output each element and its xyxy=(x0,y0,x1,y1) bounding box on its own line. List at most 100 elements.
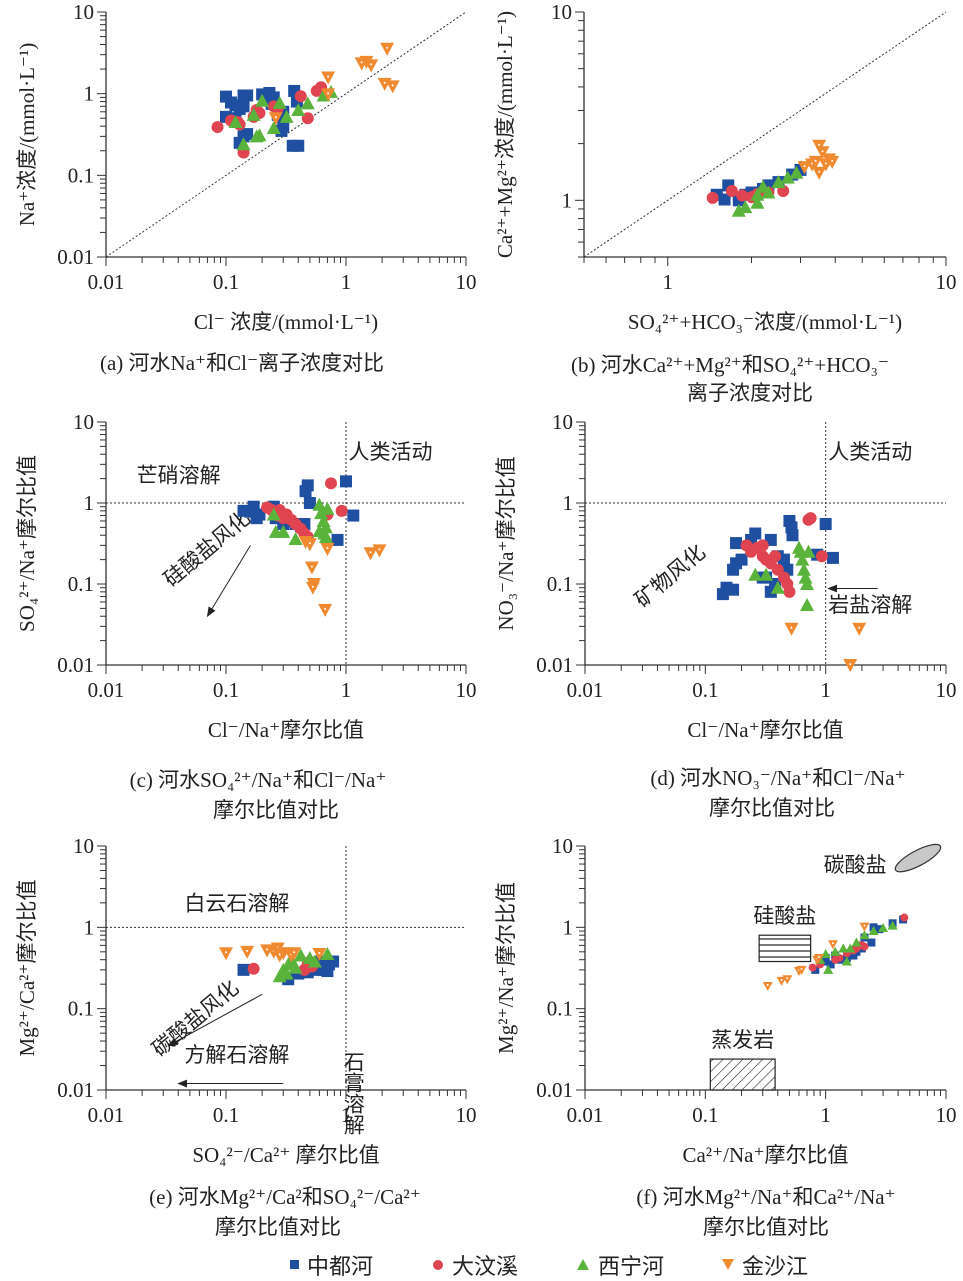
data-point-triangle-up xyxy=(288,960,303,974)
legend-marker-circle xyxy=(433,1260,443,1270)
data-point-triangle-up xyxy=(841,956,852,966)
data-point-triangle-down xyxy=(320,543,335,557)
data-point-triangle-up xyxy=(288,531,303,545)
data-point-triangle-down-dot xyxy=(378,548,381,551)
x-tick-label: 0.1 xyxy=(692,678,718,702)
x-tick-label: 0.01 xyxy=(567,1103,604,1127)
legend-label: 中都河 xyxy=(307,1254,373,1279)
data-point-triangle-down xyxy=(321,71,336,85)
x-axis-title: SO₄²⁺+HCO₃⁻浓度/(mmol·L⁻¹) xyxy=(628,310,902,334)
series-西宁河 xyxy=(266,497,335,545)
data-point-triangle-up xyxy=(293,948,308,962)
data-point-triangle-down-dot xyxy=(790,626,793,629)
data-point-triangle-up xyxy=(236,137,251,151)
data-point-triangle-down-dot xyxy=(274,116,277,119)
caption-e-line1: (e) 河水Mg²⁺/Ca²和SO₄²⁻/Ca²⁺ xyxy=(149,1185,421,1209)
x-tick-label: 10 xyxy=(936,678,957,702)
data-point-triangle-up xyxy=(279,966,294,980)
data-point-triangle-down-dot xyxy=(293,951,296,954)
y-tick-label: 0.1 xyxy=(547,997,573,1021)
region-label: 蒸发岩 xyxy=(711,1028,774,1052)
data-point-circle xyxy=(783,585,796,598)
data-point-square xyxy=(321,965,334,978)
data-point-square xyxy=(727,583,740,596)
legend-item-zhongduhe: 中都河 xyxy=(290,1254,373,1279)
series-西宁河 xyxy=(815,920,898,974)
data-point-triangle-down xyxy=(812,166,827,180)
data-point-triangle-up xyxy=(830,946,841,956)
data-point-triangle-up xyxy=(750,195,765,209)
x-tick-label: 0.1 xyxy=(213,1103,239,1127)
data-point-triangle-up xyxy=(255,93,270,107)
data-point-triangle-up xyxy=(798,570,813,584)
annotation-arrow xyxy=(167,993,263,1047)
x-axis-title: Cl⁻ 浓度/(mmol·L⁻¹) xyxy=(194,310,378,334)
caption-c-line2: 摩尔比值对比 xyxy=(213,798,339,822)
y-tick-label: 10 xyxy=(552,410,573,434)
data-point-triangle-down xyxy=(762,981,773,991)
data-point-triangle-down xyxy=(827,940,838,950)
data-point-triangle-down-dot xyxy=(225,951,227,954)
data-point-square xyxy=(241,89,254,102)
data-point-triangle-down-dot xyxy=(821,150,824,153)
y-tick-label: 1 xyxy=(563,915,574,939)
annotation-arrow xyxy=(206,545,251,618)
data-point-square xyxy=(718,193,731,206)
data-point-triangle-down-dot xyxy=(266,948,269,951)
caption-d-line2: 摩尔比值对比 xyxy=(709,796,835,820)
y-tick-label: 1 xyxy=(84,491,95,515)
caption-b-line2: 离子浓度对比 xyxy=(687,381,813,405)
data-point-triangle-down-dot xyxy=(766,983,769,986)
y-axis-title: Ca²⁺+Mg²⁺浓度/(mmol·L⁻¹) xyxy=(493,11,517,258)
data-point-triangle-up xyxy=(300,96,315,110)
data-point-triangle-down-dot xyxy=(246,949,249,952)
x-tick-label: 1 xyxy=(341,270,352,294)
data-point-circle xyxy=(804,512,817,525)
data-point-triangle-down-dot xyxy=(818,170,821,173)
data-point-triangle-down-dot xyxy=(383,81,386,84)
data-point-circle xyxy=(211,121,224,134)
data-point-triangle-down xyxy=(815,146,830,160)
x-axis-title: Ca²⁺/Na⁺摩尔比值 xyxy=(682,1143,848,1167)
data-point-triangle-up xyxy=(801,544,816,558)
data-point-square xyxy=(735,553,748,566)
legend-label: 大汶溪 xyxy=(452,1254,518,1279)
data-point-triangle-up xyxy=(838,943,849,953)
data-point-square xyxy=(875,925,884,934)
y-axis-title: NO₃⁻/Na⁺摩尔比值 xyxy=(494,456,518,630)
y-tick-label: 0.1 xyxy=(547,572,573,596)
series-大汶溪 xyxy=(740,512,828,598)
data-point-triangle-up xyxy=(266,507,281,521)
y-tick-label: 10 xyxy=(552,834,573,858)
data-point-triangle-up xyxy=(851,937,862,947)
data-point-circle xyxy=(247,962,260,975)
series-西宁河 xyxy=(748,540,816,612)
x-tick-label: 1 xyxy=(820,1103,831,1127)
x-tick-label: 1 xyxy=(820,678,831,702)
x-tick-label: 10 xyxy=(936,1103,957,1127)
y-tick-label: 1 xyxy=(563,491,574,515)
data-point-circle xyxy=(335,504,348,517)
data-point-circle xyxy=(725,185,738,198)
data-point-square xyxy=(826,960,835,969)
legend-item-jinshajiang: 金沙江 xyxy=(722,1254,808,1279)
y-axis-title: SO₄²⁺/Na⁺摩尔比值 xyxy=(15,455,39,632)
data-point-triangle-up xyxy=(759,567,774,581)
data-point-triangle-down-dot xyxy=(327,92,330,95)
data-point-square xyxy=(301,479,314,492)
data-point-triangle-down-dot xyxy=(369,551,372,554)
data-point-triangle-up xyxy=(795,552,810,566)
series-金沙江 xyxy=(784,622,867,672)
legend-marker-triangle-up xyxy=(577,1259,589,1270)
data-point-triangle-down xyxy=(776,976,787,986)
data-point-square xyxy=(867,938,876,947)
data-point-triangle-up xyxy=(738,200,753,214)
legend-item-dawenxi: 大汶溪 xyxy=(433,1254,518,1279)
y-tick-label: 0.1 xyxy=(68,163,94,187)
y-tick-label: 0.01 xyxy=(536,653,573,677)
x-tick-label: 1 xyxy=(341,1103,352,1127)
y-tick-label: 1 xyxy=(562,188,573,212)
silicate-region xyxy=(758,934,812,963)
data-point-circle xyxy=(769,550,782,563)
data-point-square xyxy=(347,509,360,522)
